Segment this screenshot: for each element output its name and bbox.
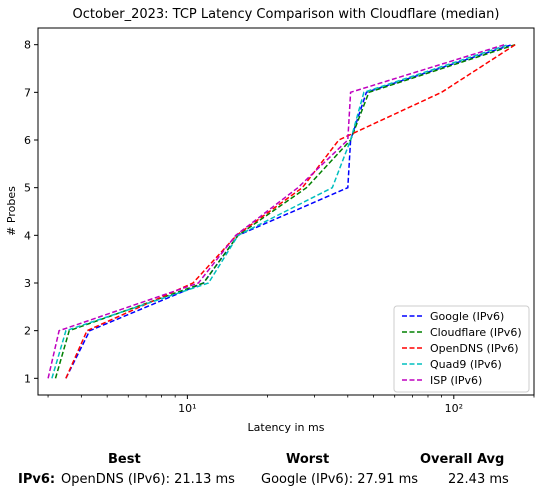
legend-label-isp-ipv6: ISP (IPv6) — [430, 374, 482, 387]
overall-avg-value: 22.43 ms — [448, 472, 509, 487]
x-tick-label: 10¹ — [178, 402, 196, 415]
y-axis-label: # Probes — [5, 186, 18, 236]
y-tick-label: 8 — [24, 39, 31, 52]
worst-value: Google (IPv6): 27.91 ms — [261, 472, 418, 487]
x-axis-label: Latency in ms — [248, 421, 325, 434]
legend-label-google-ipv6: Google (IPv6) — [430, 310, 504, 323]
y-axis-ticks: 1 2 3 4 5 6 7 8 — [24, 39, 38, 386]
summary-table: Best Worst Overall Avg IPv6: OpenDNS (IP… — [0, 448, 541, 496]
legend-label-quad9-ipv6: Quad9 (IPv6) — [430, 358, 502, 371]
x-tick-label: 10² — [445, 402, 463, 415]
y-tick-label: 5 — [24, 182, 31, 195]
chart-title: October_2023: TCP Latency Comparison wit… — [73, 7, 500, 22]
best-value: OpenDNS (IPv6): 21.13 ms — [61, 472, 235, 487]
y-tick-label: 7 — [24, 86, 31, 99]
y-tick-label: 3 — [24, 277, 31, 290]
legend-label-cloudflare-ipv6: Cloudflare (IPv6) — [430, 326, 522, 339]
legend: Google (IPv6) Cloudflare (IPv6) OpenDNS (I… — [394, 306, 529, 392]
y-tick-label: 6 — [24, 134, 31, 147]
y-tick-label: 4 — [24, 229, 31, 242]
y-tick-label: 1 — [24, 372, 31, 385]
y-tick-label: 2 — [24, 325, 31, 338]
legend-label-opendns-ipv6: OpenDNS (IPv6) — [430, 342, 519, 355]
worst-header: Worst — [286, 452, 329, 467]
latency-chart: October_2023: TCP Latency Comparison wit… — [0, 0, 541, 440]
best-header: Best — [108, 452, 141, 467]
row-label-ipv6: IPv6: — [18, 472, 55, 487]
overall-avg-header: Overall Avg — [420, 452, 504, 467]
x-axis-ticks: 10¹ 10² — [48, 395, 534, 415]
